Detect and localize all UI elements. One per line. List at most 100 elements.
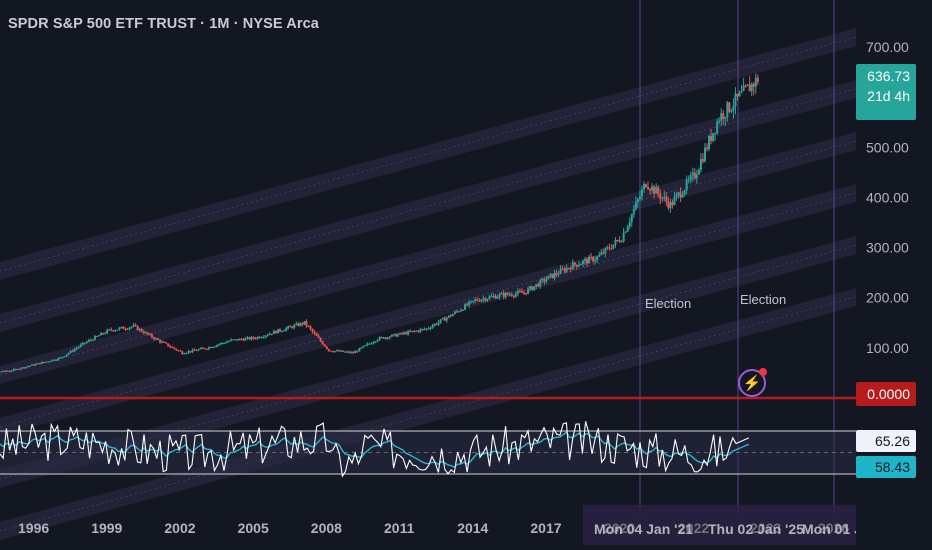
candle-body bbox=[268, 333, 271, 335]
candle-body bbox=[557, 273, 560, 275]
candle-body bbox=[396, 334, 399, 337]
candle-body bbox=[207, 347, 210, 349]
candle-body bbox=[108, 329, 111, 331]
candle-body bbox=[110, 329, 113, 331]
candle-body bbox=[140, 329, 143, 332]
candle-body bbox=[380, 337, 383, 339]
candle-body bbox=[35, 363, 37, 366]
candle-body bbox=[61, 356, 64, 358]
candle-body bbox=[520, 291, 523, 293]
candle-body bbox=[453, 311, 456, 315]
candle-body bbox=[675, 194, 678, 198]
candle-body bbox=[547, 275, 550, 280]
candles bbox=[0, 73, 759, 373]
candle-body bbox=[93, 336, 96, 340]
candle-body bbox=[350, 352, 353, 354]
candle-body bbox=[65, 354, 68, 357]
candle-body bbox=[718, 120, 721, 122]
lightning-icon[interactable]: ⚡ bbox=[738, 368, 767, 397]
candle-body bbox=[315, 333, 318, 337]
candle-body bbox=[561, 268, 564, 270]
candle-body bbox=[224, 342, 227, 344]
candle-body bbox=[439, 319, 442, 323]
candle-body bbox=[311, 328, 314, 332]
candle-body bbox=[437, 322, 440, 325]
candle-body bbox=[720, 113, 723, 121]
candle-body bbox=[394, 334, 397, 337]
candle-body bbox=[693, 172, 696, 179]
candle-body bbox=[59, 357, 62, 359]
candle-body bbox=[590, 256, 593, 258]
channel-band-3 bbox=[0, 184, 856, 436]
notification-dot bbox=[759, 368, 767, 376]
candle-body bbox=[516, 291, 519, 294]
candle-body bbox=[449, 315, 452, 317]
candle-body bbox=[502, 293, 505, 297]
candle-body bbox=[409, 331, 412, 333]
candle-body bbox=[390, 334, 393, 337]
candle-body bbox=[83, 342, 86, 344]
candle-body bbox=[529, 286, 532, 289]
candle-body bbox=[392, 334, 395, 336]
year-tick: 2005 bbox=[238, 520, 269, 536]
candle-body bbox=[663, 196, 666, 198]
candle-body bbox=[291, 326, 294, 328]
candle-body bbox=[665, 196, 668, 202]
candle-body bbox=[323, 344, 326, 347]
candle-body bbox=[398, 332, 401, 335]
candle-body bbox=[736, 93, 739, 97]
candle-body bbox=[358, 348, 361, 352]
candle-body bbox=[329, 350, 332, 352]
candle-body bbox=[22, 367, 25, 369]
candle-body bbox=[651, 186, 654, 191]
candle-body bbox=[41, 362, 44, 364]
candle-body bbox=[405, 332, 408, 335]
candle-body bbox=[577, 264, 580, 267]
candle-body bbox=[340, 350, 342, 352]
candle-body bbox=[8, 370, 11, 372]
rsi-value-badge: 65.26 bbox=[856, 430, 916, 452]
candle-body bbox=[362, 345, 365, 348]
candle-body bbox=[299, 322, 302, 326]
candle-body bbox=[681, 194, 684, 198]
channel-band-0 bbox=[0, 28, 856, 280]
candle-body bbox=[401, 332, 403, 334]
candle-body bbox=[293, 324, 296, 328]
candle-body bbox=[669, 202, 672, 208]
candle-body bbox=[134, 324, 137, 326]
year-tick: 1999 bbox=[91, 520, 122, 536]
year-tick-overlap: 2022 bbox=[678, 520, 709, 536]
candle-body bbox=[506, 292, 509, 295]
candle-body bbox=[738, 92, 741, 97]
candle-body bbox=[331, 351, 334, 353]
candle-body bbox=[498, 293, 501, 297]
price-axis: 700.00 500.00 400.00 300.00 200.00 100.00 bbox=[866, 39, 909, 356]
candle-body bbox=[327, 348, 330, 351]
candle-body bbox=[679, 192, 682, 198]
candle-body bbox=[51, 359, 54, 362]
candle-body bbox=[337, 350, 340, 352]
event-bands bbox=[583, 0, 856, 545]
candle-body bbox=[201, 348, 204, 350]
candle-body bbox=[289, 326, 292, 328]
candle-body bbox=[124, 328, 127, 330]
candle-body bbox=[602, 252, 605, 254]
candle-body bbox=[226, 341, 229, 343]
candle-body bbox=[636, 199, 639, 203]
candle-body bbox=[49, 361, 52, 363]
candle-body bbox=[195, 350, 198, 352]
candle-body bbox=[177, 350, 180, 352]
candle-body bbox=[159, 340, 162, 343]
candle-body bbox=[150, 334, 153, 338]
candle-body bbox=[205, 348, 208, 350]
candle-body bbox=[687, 179, 690, 181]
candle-body bbox=[474, 299, 477, 301]
candle-body bbox=[468, 301, 471, 306]
candle-body bbox=[752, 83, 755, 87]
candle-body bbox=[32, 364, 35, 366]
candle-body bbox=[344, 351, 347, 353]
candle-body bbox=[649, 189, 652, 191]
rsi-line bbox=[0, 421, 750, 478]
candle-body bbox=[325, 346, 328, 349]
